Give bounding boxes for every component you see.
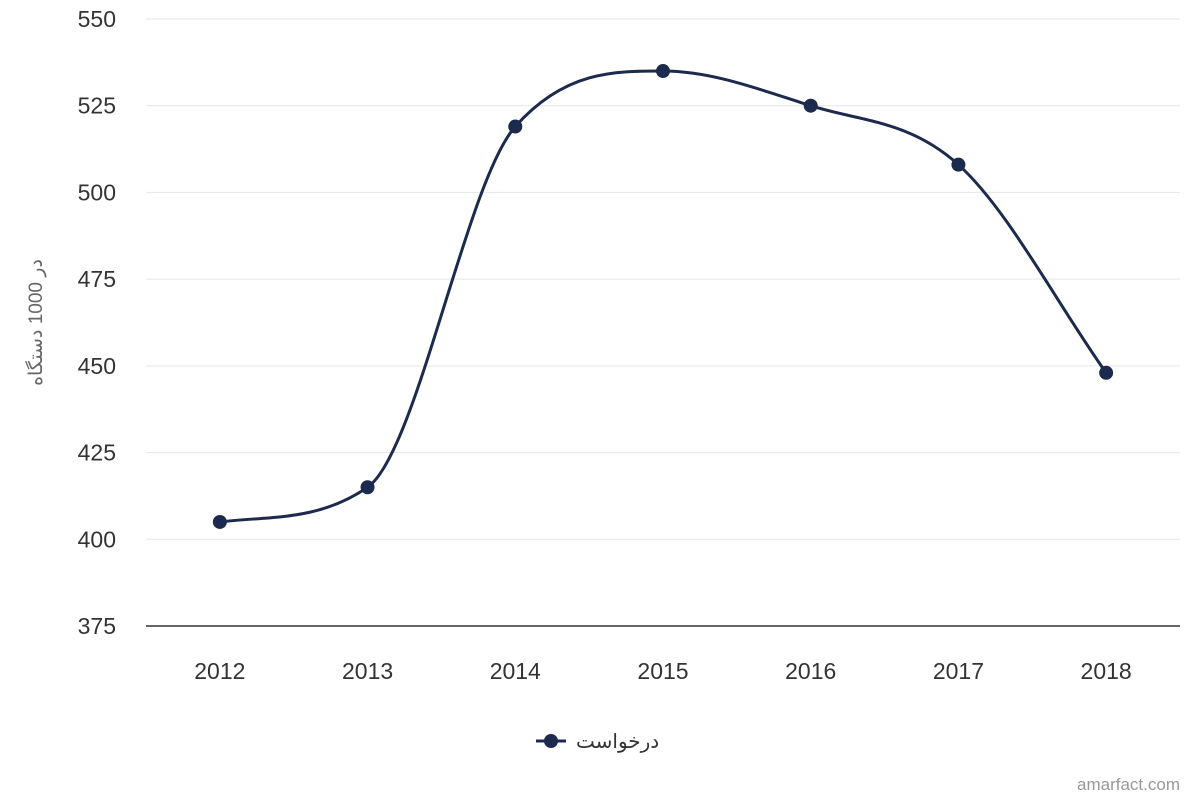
data-point[interactable]: [212, 514, 227, 529]
data-point[interactable]: [1099, 365, 1114, 380]
data-point[interactable]: [803, 98, 818, 113]
y-tick-label: 475: [78, 266, 116, 292]
data-point[interactable]: [656, 64, 670, 79]
y-axis-label: در 1000 دستگاه: [24, 259, 47, 386]
credit-link[interactable]: amarfact.com: [1077, 775, 1180, 794]
y-tick-label: 400: [78, 526, 116, 552]
legend-marker: [544, 734, 558, 748]
x-tick-label: 2012: [194, 658, 245, 684]
legend[interactable]: درخواست: [536, 731, 659, 753]
y-tick-label: 375: [78, 613, 116, 639]
legend-label: درخواست: [576, 731, 659, 753]
data-point[interactable]: [508, 119, 523, 134]
data-point[interactable]: [360, 480, 375, 495]
x-tick-label: 2013: [342, 658, 393, 684]
gridlines: [146, 18, 1180, 540]
series-line: [219, 69, 1108, 524]
y-tick-label: 450: [78, 353, 116, 379]
y-tick-label: 525: [78, 93, 116, 119]
y-tick-label: 500: [78, 179, 116, 205]
x-tick-label: 2014: [490, 658, 541, 684]
y-axis-ticks: 375 400 425 450 475 500 525 550: [78, 6, 116, 639]
data-point[interactable]: [951, 157, 966, 172]
y-tick-label: 550: [78, 6, 116, 32]
series-layer: [212, 64, 1114, 529]
x-tick-label: 2017: [933, 658, 984, 684]
x-axis-ticks: 2012 2013 2014 2015 2016 2017 2018: [194, 658, 1131, 684]
x-tick-label: 2016: [785, 658, 836, 684]
x-tick-label: 2015: [637, 658, 688, 684]
y-tick-label: 425: [78, 440, 116, 466]
x-tick-label: 2018: [1081, 658, 1132, 684]
